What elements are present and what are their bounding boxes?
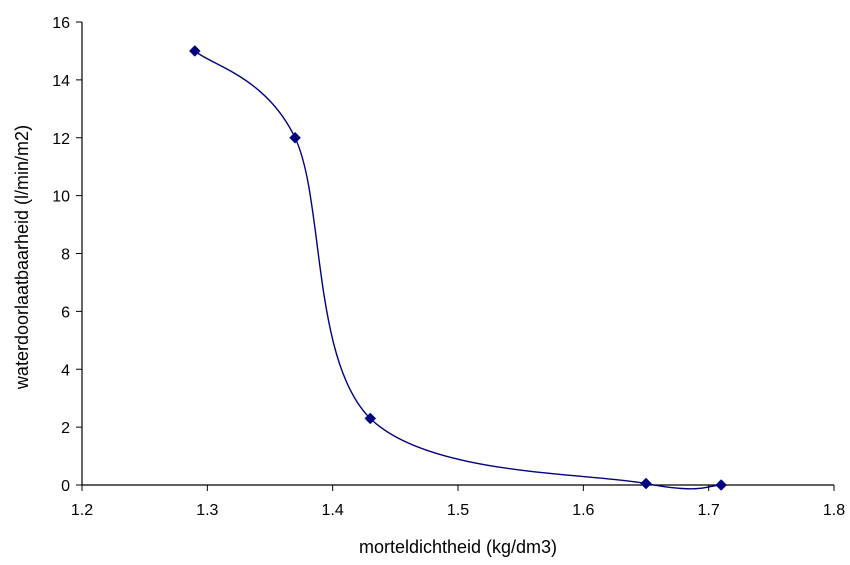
data-point — [715, 479, 728, 491]
axes — [81, 22, 834, 486]
y-axis-title: waterdoorlaatbaarheid (l/min/m2) — [12, 125, 32, 390]
x-tick-label: 1.6 — [572, 502, 594, 519]
data-point — [364, 412, 377, 425]
x-tick-label: 1.7 — [698, 502, 720, 519]
x-tick-label: 1.8 — [823, 502, 845, 519]
x-tick-label: 1.4 — [322, 502, 344, 519]
y-tick-label: 14 — [52, 73, 70, 90]
tick-marks — [76, 21, 835, 491]
data-point — [188, 45, 201, 57]
y-tick-label: 12 — [52, 131, 70, 148]
y-tick-label: 4 — [61, 362, 70, 379]
series — [194, 50, 722, 490]
y-tick-label: 0 — [61, 478, 70, 495]
data-points — [188, 45, 728, 491]
x-tick-label: 1.3 — [196, 502, 218, 519]
y-tick-label: 8 — [61, 247, 70, 264]
series-line — [194, 50, 722, 490]
x-tick-label: 1.2 — [71, 502, 93, 519]
data-point — [289, 131, 301, 144]
y-tick-label: 6 — [61, 304, 70, 321]
x-tick-label: 1.5 — [447, 502, 469, 519]
x-axis-title: morteldichtheid (kg/dm3) — [359, 537, 557, 557]
y-tick-label: 16 — [52, 15, 70, 32]
data-point — [640, 477, 652, 490]
y-tick-label: 2 — [61, 420, 70, 437]
y-tick-label: 10 — [52, 189, 70, 206]
tick-labels: 1.2 1.3 1.4 1.5 1.6 1.7 1.8 0 2 4 6 8 10 12 14 16 — [52, 15, 845, 519]
